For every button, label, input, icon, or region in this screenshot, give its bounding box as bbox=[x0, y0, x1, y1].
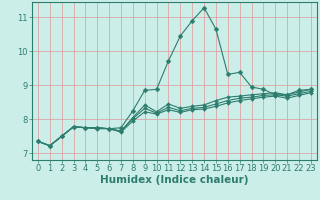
X-axis label: Humidex (Indice chaleur): Humidex (Indice chaleur) bbox=[100, 175, 249, 185]
